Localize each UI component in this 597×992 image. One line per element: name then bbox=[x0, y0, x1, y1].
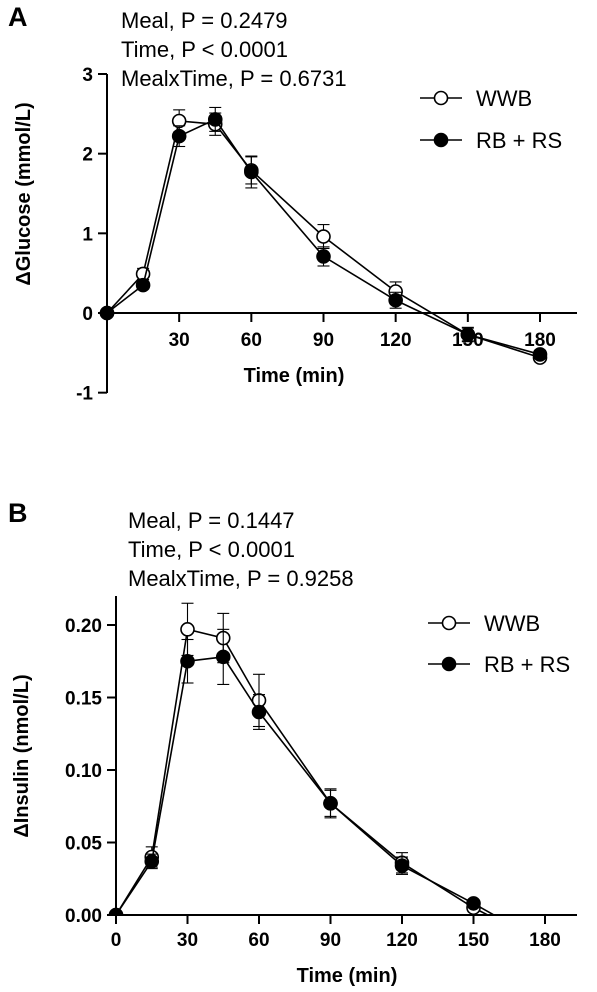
x-tick-label: 90 bbox=[313, 330, 334, 351]
panel-b: B Meal, P = 0.1447 Time, P < 0.0001 Meal… bbox=[8, 498, 577, 987]
x-tick-label: 180 bbox=[524, 330, 556, 351]
y-tick-label: -1 bbox=[76, 384, 93, 405]
data-point bbox=[316, 249, 331, 264]
panel-b-letter: B bbox=[8, 498, 28, 528]
panel-a-plot-area bbox=[99, 106, 548, 365]
legend-rbrs-marker bbox=[433, 132, 449, 148]
y-tick-label: 0.15 bbox=[65, 689, 102, 710]
y-tick-label: 0 bbox=[82, 304, 93, 325]
y-tick-label: 3 bbox=[82, 65, 93, 86]
data-point bbox=[388, 292, 403, 308]
data-point bbox=[207, 112, 223, 127]
panel-a-y-axis-title: ΔGlucose (mmol/L) bbox=[13, 102, 35, 285]
data-point bbox=[135, 277, 151, 293]
x-tick-label: 120 bbox=[386, 930, 418, 951]
legend-wwb-marker bbox=[441, 615, 457, 631]
panel-a-annotation-interaction: MealxTime, P = 0.6731 bbox=[121, 66, 347, 91]
data-point bbox=[251, 704, 267, 720]
data-point bbox=[532, 347, 548, 362]
panel-a: A Meal, P = 0.2479 Time, P < 0.0001 Meal… bbox=[8, 2, 577, 405]
panel-b-legend: WWB RB + RS bbox=[428, 611, 570, 677]
panel-b-y-axis-title: ΔInsulin (nmol/L) bbox=[11, 674, 33, 837]
panel-a-annotation-meal: Meal, P = 0.2479 bbox=[121, 8, 288, 33]
x-tick-label: 30 bbox=[169, 330, 190, 351]
series-rb-rs bbox=[99, 106, 548, 362]
y-tick-label: 1 bbox=[82, 224, 93, 245]
data-point bbox=[244, 164, 259, 180]
x-tick-label: 60 bbox=[248, 930, 269, 951]
panel-b-annotation-meal: Meal, P = 0.1447 bbox=[128, 508, 295, 533]
panel-a-x-axis-title: Time (min) bbox=[244, 365, 345, 387]
x-tick-label: 120 bbox=[380, 330, 412, 351]
panel-a-letter: A bbox=[8, 2, 28, 32]
x-tick-label: 0 bbox=[111, 930, 122, 951]
x-tick-label: 180 bbox=[529, 930, 561, 951]
panel-b-plot-area bbox=[108, 602, 496, 915]
panel-a-legend: WWB RB + RS bbox=[420, 86, 562, 153]
legend-wwb-label: WWB bbox=[484, 611, 540, 636]
y-tick-label: 0.10 bbox=[65, 761, 102, 782]
x-tick-label: 60 bbox=[241, 330, 262, 351]
panel-a-annotation-time: Time, P < 0.0001 bbox=[121, 37, 288, 62]
panel-b-annotation-interaction: MealxTime, P = 0.9258 bbox=[128, 566, 354, 591]
x-tick-label: 30 bbox=[177, 930, 198, 951]
x-tick-label: 150 bbox=[458, 930, 490, 951]
legend-wwb-label: WWB bbox=[476, 86, 532, 111]
legend-rbrs-label: RB + RS bbox=[476, 128, 562, 153]
data-point bbox=[180, 653, 195, 669]
y-tick-label: 2 bbox=[82, 145, 93, 166]
data-point bbox=[180, 622, 195, 637]
y-tick-label: 0.00 bbox=[65, 906, 102, 927]
legend-wwb-marker bbox=[433, 90, 449, 106]
data-point bbox=[215, 649, 231, 665]
panel-b-x-axis-title: Time (min) bbox=[297, 965, 398, 987]
panel-b-annotation-time: Time, P < 0.0001 bbox=[128, 537, 295, 562]
panel-a-y-ticks: -1 0 1 2 3 bbox=[76, 65, 107, 405]
y-tick-label: 0.20 bbox=[65, 616, 102, 637]
data-point bbox=[323, 796, 338, 811]
series-rb-rs bbox=[108, 628, 496, 915]
data-point bbox=[316, 229, 331, 244]
x-tick-label: 90 bbox=[320, 930, 341, 951]
legend-rbrs-label: RB + RS bbox=[484, 652, 570, 677]
data-point bbox=[466, 896, 481, 911]
data-point bbox=[394, 858, 410, 874]
panel-b-x-ticks: 0 30 60 90 120 150 180 bbox=[111, 915, 561, 951]
panel-b-axes bbox=[115, 596, 577, 916]
legend-rbrs-marker bbox=[441, 656, 457, 672]
data-point bbox=[108, 907, 124, 915]
data-point bbox=[460, 327, 476, 342]
data-point bbox=[171, 128, 187, 144]
data-point bbox=[144, 854, 160, 869]
data-point bbox=[99, 305, 115, 321]
y-tick-label: 0.05 bbox=[65, 834, 102, 855]
panel-b-y-ticks: 0.00 0.05 0.10 0.15 0.20 bbox=[65, 616, 116, 927]
